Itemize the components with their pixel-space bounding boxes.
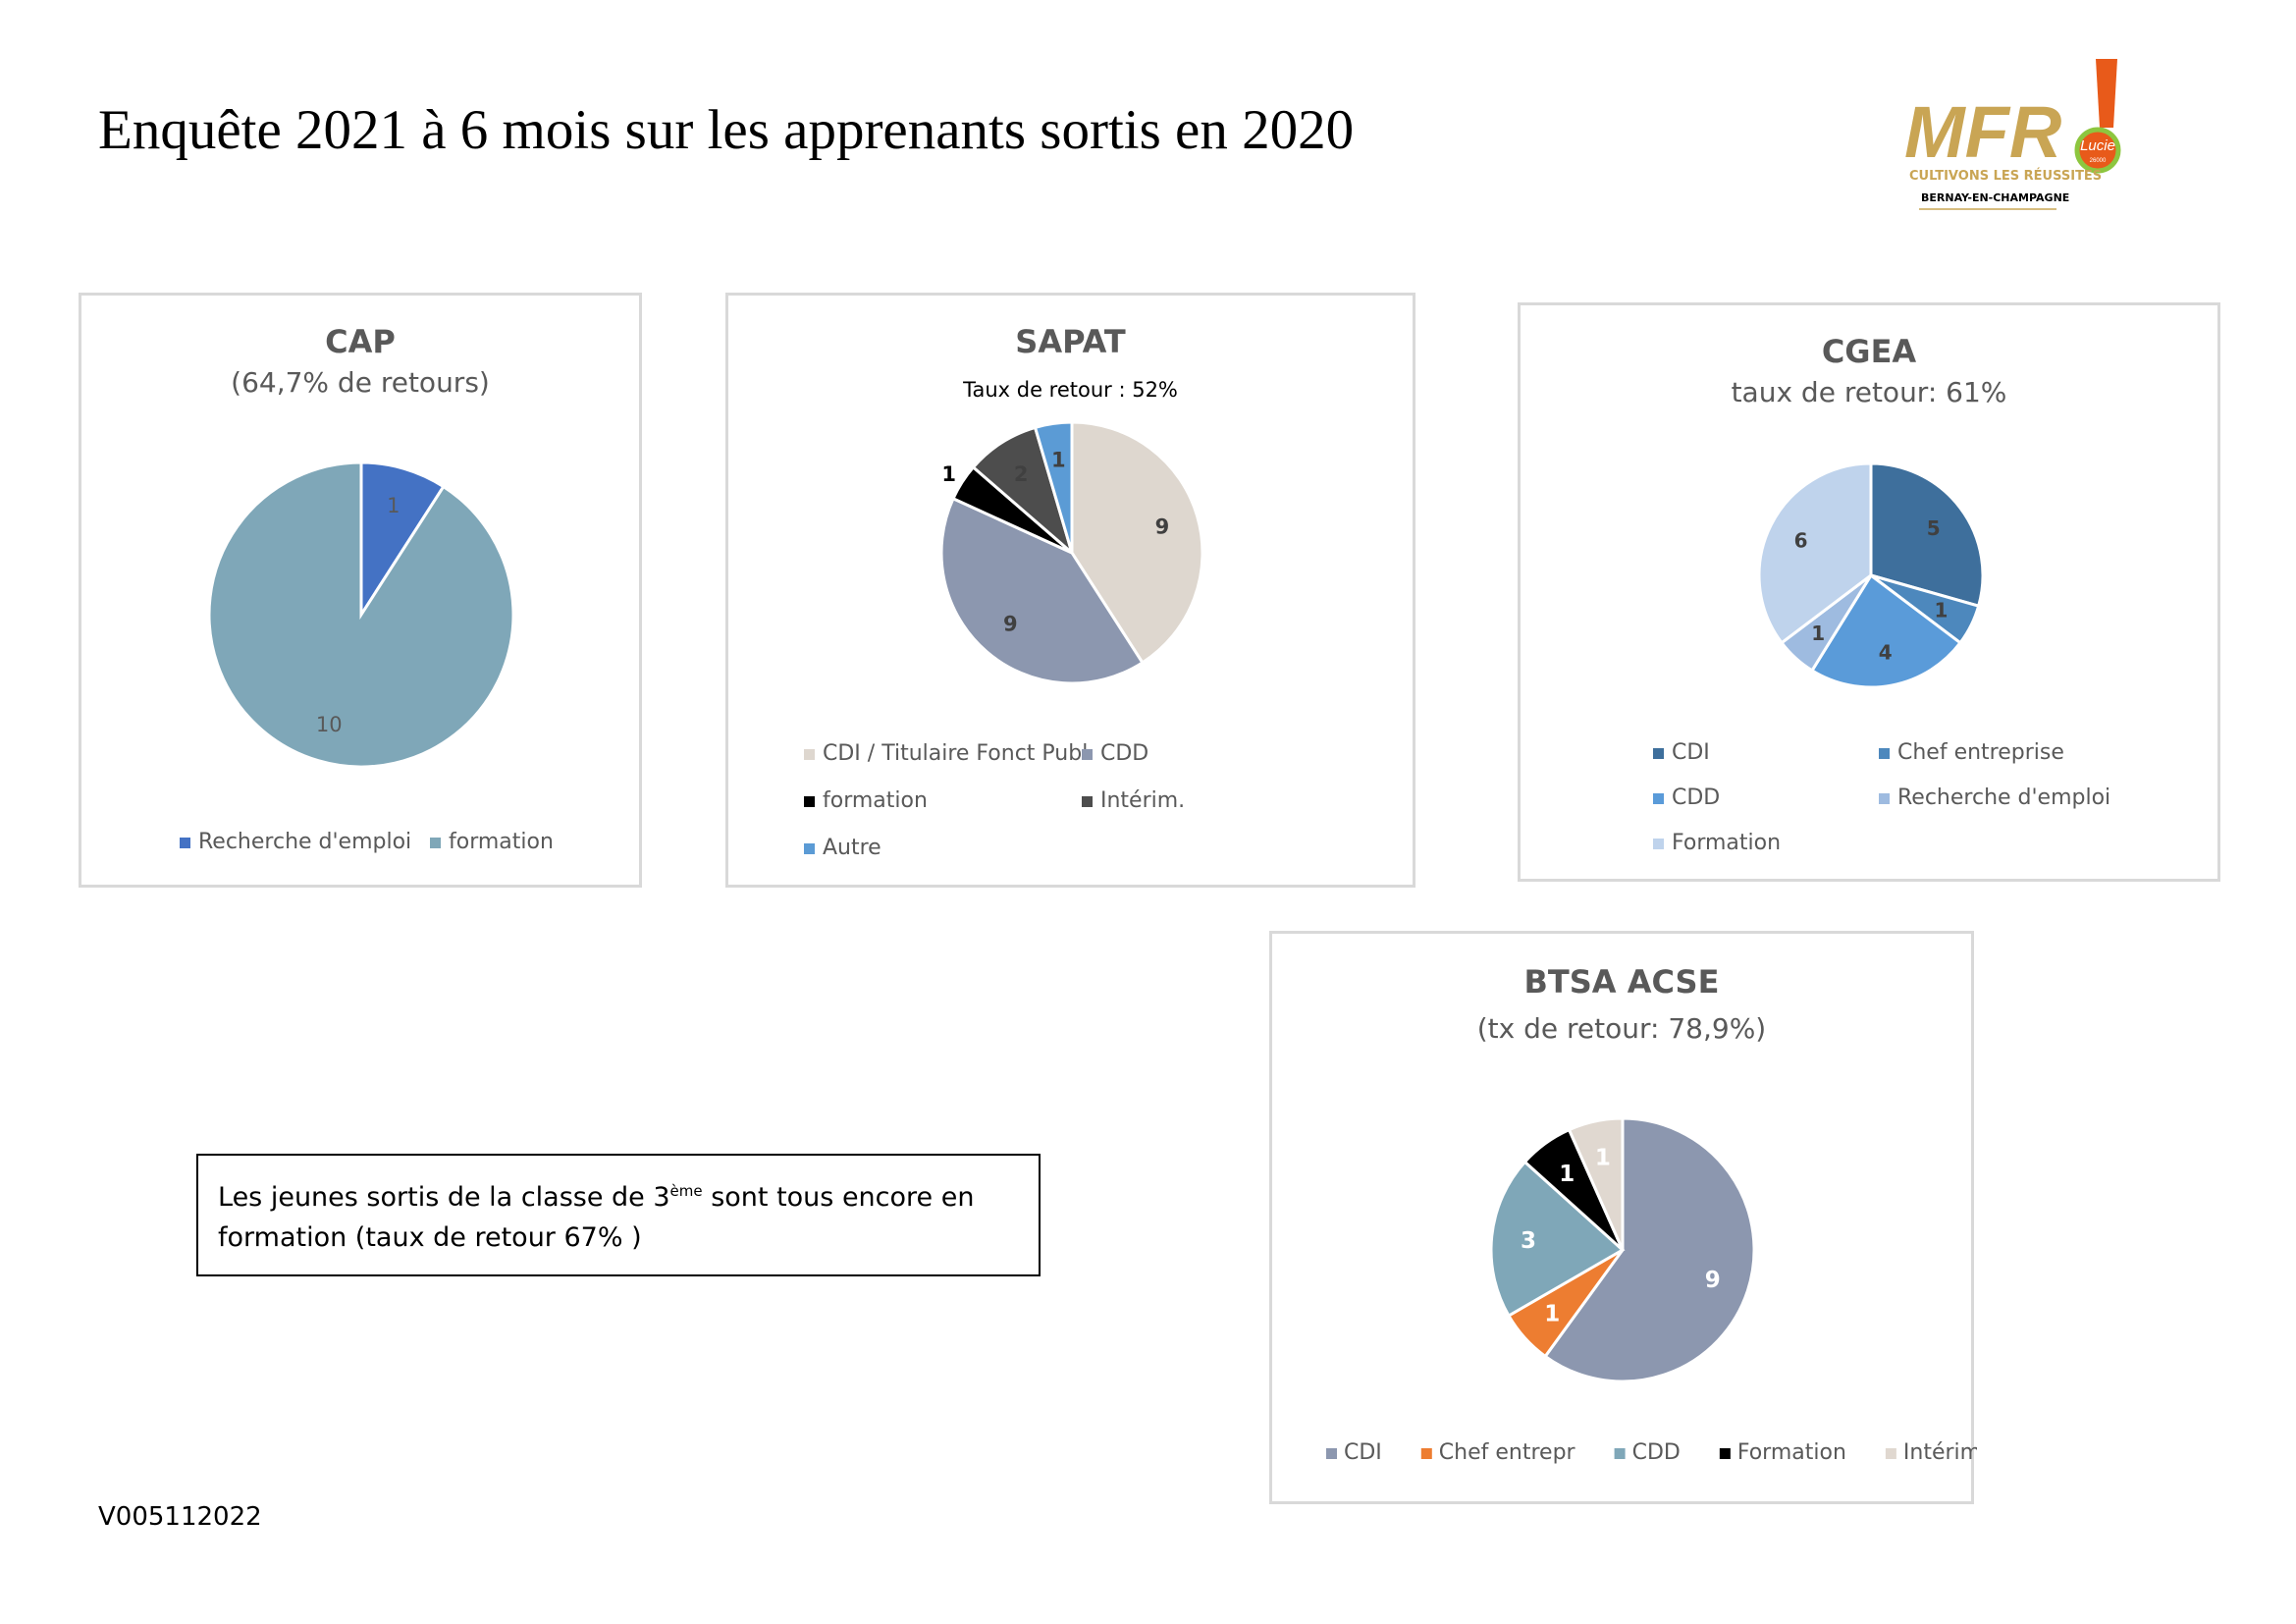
legend-swatch [1614, 1448, 1626, 1459]
legend-label: Chef entrepr [1439, 1440, 1576, 1465]
exclamation-icon [2096, 59, 2117, 128]
legend-label: CDI [1672, 740, 1710, 765]
data-label-5: 1 [1595, 1146, 1611, 1171]
legend-label: CDI / Titulaire Fonct Publ [823, 741, 1088, 766]
lucie-badge-icon [2074, 127, 2121, 174]
version-code: V005112022 [98, 1502, 262, 1532]
mfr-logo: MFR Lucie 26000 CULTIVONS LES RÉUSSITES … [1890, 54, 2155, 221]
legend-swatch [1653, 839, 1664, 849]
data-label-5: 1 [1051, 449, 1066, 472]
legend-label: Autre [823, 836, 881, 860]
data-label-3: 4 [1879, 640, 1893, 664]
data-label-2: 9 [1003, 613, 1018, 636]
logo-badge-small: 26000 [2090, 158, 2107, 164]
chart-cap: CAP (64,7% de retours) 1 10 Recherche d'em… [79, 293, 642, 888]
legend-swatch [430, 838, 441, 848]
data-label-2: 1 [1544, 1302, 1560, 1327]
legend-label: formation [449, 830, 554, 854]
legend-label: CDD [1672, 785, 1720, 810]
chart-title: BTSA ACSE [1523, 963, 1720, 1001]
legend-label: Intérim. [1903, 1440, 1977, 1465]
logo-badge-text: Lucie [2080, 137, 2115, 154]
data-label-5: 6 [1794, 528, 1808, 552]
data-label-2: 10 [316, 713, 343, 736]
pie-cgea: 5 1 4 1 6 CDI Chef entreprise CDD Recherche d'em… [1653, 461, 2110, 855]
pie-slice-5 [1757, 461, 1873, 645]
legend-swatch [804, 796, 815, 807]
pie-slice-2 [207, 460, 515, 769]
legend-swatch [1885, 1448, 1896, 1459]
data-label-2: 1 [1934, 599, 1948, 623]
logo-tagline: CULTIVONS LES RÉUSSITES [1909, 168, 2102, 184]
legend-swatch [804, 749, 815, 760]
data-label-3: 3 [1521, 1228, 1536, 1254]
chart-title: CGEA [1821, 333, 1917, 370]
data-label-4: 1 [1811, 622, 1825, 645]
legend-label: CDD [1632, 1440, 1681, 1465]
data-label-1: 9 [1705, 1268, 1721, 1293]
legend-swatch [1326, 1448, 1337, 1459]
data-label-1: 1 [387, 494, 400, 517]
pie-slice-5 [1033, 420, 1074, 554]
logo-place: BERNAY-EN-CHAMPAGNE [1921, 191, 2069, 204]
chart-subtitle: taux de retour: 61% [1731, 376, 2007, 408]
legend-label: Chef entreprise [1897, 740, 2064, 765]
legend-swatch [1879, 748, 1890, 759]
data-label-4: 1 [1559, 1162, 1575, 1187]
legend-swatch [1082, 749, 1093, 760]
data-label-1: 9 [1155, 514, 1170, 538]
legend-swatch [1879, 793, 1890, 804]
chart-title: CAP [325, 323, 396, 360]
legend-swatch [180, 838, 190, 848]
chart-subtitle: Taux de retour : 52% [963, 378, 1178, 402]
chart-cgea: CGEA taux de retour: 61% 5 1 4 1 6 CDI Chef en… [1518, 302, 2220, 882]
page-title: Enquête 2021 à 6 mois sur les apprenants… [98, 99, 1355, 161]
data-label-1: 5 [1927, 516, 1941, 540]
chart-sapat: SAPAT Taux de retour : 52% 9 9 1 2 1 CDI / Ti… [725, 293, 1415, 888]
pie-slice-3 [1809, 572, 1963, 689]
pie-slice-3 [1489, 1160, 1626, 1319]
mfr-logo-graphic: MFR Lucie 26000 CULTIVONS LES RÉUSSITES … [1904, 59, 2121, 210]
data-label-4: 2 [1014, 462, 1029, 486]
note-line-1: Les jeunes sortis de la classe de 3ème s… [218, 1182, 975, 1213]
legend-label: Recherche d'emploi [198, 830, 411, 854]
note-box: Les jeunes sortis de la classe de 3ème s… [196, 1154, 1041, 1276]
legend-label: CDD [1100, 741, 1148, 766]
legend-swatch [804, 843, 815, 854]
pie-slice-1 [359, 460, 446, 621]
legend-label: Formation [1737, 1440, 1846, 1465]
legend-swatch [1082, 796, 1093, 807]
legend-swatch [1420, 1448, 1432, 1459]
pie-cap: 1 10 Recherche d'emploi formation [180, 460, 554, 854]
note-line-2: formation (taux de retour 67% ) [218, 1222, 642, 1253]
chart-subtitle: (64,7% de retours) [231, 366, 490, 399]
legend-label: formation [823, 788, 928, 813]
chart-subtitle: (tx de retour: 78,9%) [1476, 1012, 1767, 1045]
pie-slice-2 [939, 496, 1145, 685]
pie-slice-1 [1869, 461, 1985, 609]
data-label-3: 1 [941, 462, 956, 486]
pie-slice-5 [1567, 1116, 1625, 1251]
pie-slice-1 [1543, 1116, 1756, 1383]
chart-title: SAPAT [1015, 323, 1126, 360]
legend-swatch [1719, 1448, 1731, 1459]
logo-brand: MFR [1904, 91, 2061, 173]
legend-label: Recherche d'emploi [1897, 785, 2110, 810]
legend-label: Intérim. [1100, 788, 1185, 813]
legend-label: CDI [1344, 1440, 1382, 1465]
legend-label: Formation [1672, 831, 1781, 855]
legend-swatch [1653, 748, 1664, 759]
legend-swatch [1653, 793, 1664, 804]
chart-btsa-acse: BTSA ACSE (tx de retour: 78,9%) 9 1 3 1 1 CDI… [1269, 931, 1977, 1504]
